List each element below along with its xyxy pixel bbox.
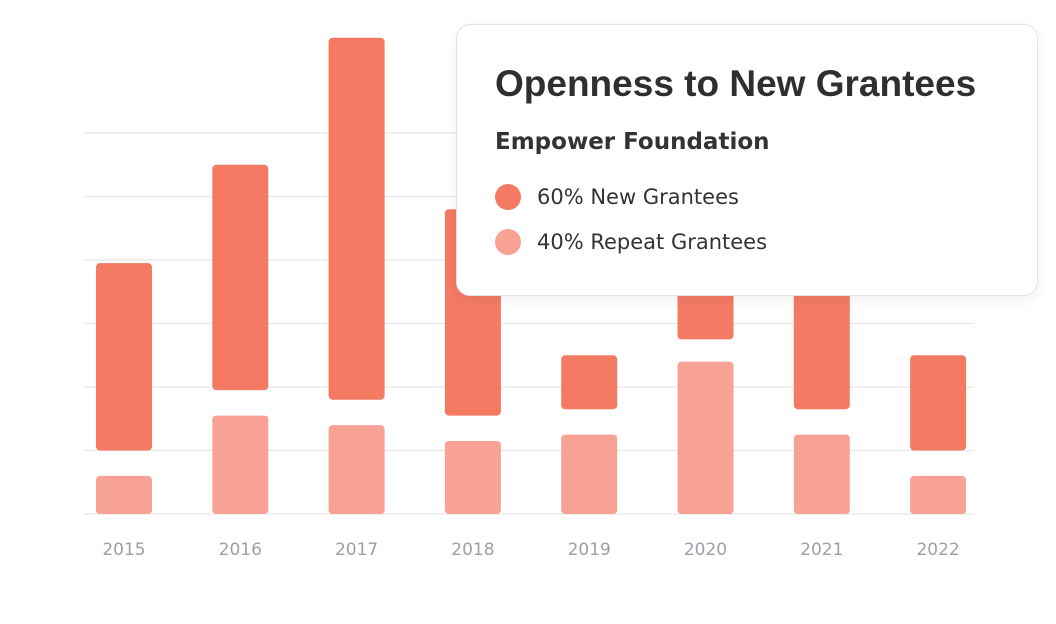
- legend-label-repeat-grantees: 40% Repeat Grantees: [537, 230, 768, 254]
- bar-repeat-grantees-2019[interactable]: [561, 434, 618, 514]
- legend-label-new-grantees: 60% New Grantees: [537, 185, 739, 209]
- x-tick-label: 2015: [102, 540, 145, 560]
- x-tick-label: 2018: [451, 540, 494, 560]
- repeat-grantees-dot-icon: [495, 229, 521, 255]
- bar-repeat-grantees-2021[interactable]: [793, 434, 850, 514]
- x-tick-label: 2020: [684, 540, 727, 560]
- tooltip-title: Openness to New Grantees: [495, 63, 977, 104]
- bar-repeat-grantees-2017[interactable]: [328, 425, 385, 514]
- new-grantees-dot-icon: [495, 184, 521, 210]
- legend-item-new-grantees: 60% New Grantees: [495, 184, 739, 210]
- legend-item-repeat-grantees: 40% Repeat Grantees: [495, 229, 767, 255]
- x-tick-label: 2019: [568, 540, 611, 560]
- bar-new-grantees-2019[interactable]: [561, 355, 618, 410]
- bar-new-grantees-2022[interactable]: [910, 355, 967, 451]
- tooltip-card: Openness to New Grantees Empower Foundat…: [456, 24, 1038, 296]
- x-tick-label: 2017: [335, 540, 378, 560]
- x-axis-ticks: 2015 2016 2017 2018 2019 2020 2021 2022: [102, 540, 959, 560]
- bar-repeat-grantees-2020[interactable]: [677, 361, 734, 514]
- x-tick-label: 2021: [800, 540, 843, 560]
- bar-new-grantees-2017[interactable]: [328, 37, 385, 400]
- bar-new-grantees-2016[interactable]: [212, 164, 269, 391]
- bar-repeat-grantees-2022[interactable]: [910, 475, 967, 514]
- bar-repeat-grantees-2018[interactable]: [444, 440, 501, 514]
- x-tick-label: 2022: [916, 540, 959, 560]
- bar-repeat-grantees-2016[interactable]: [212, 415, 269, 514]
- bar-repeat-grantees-2015[interactable]: [96, 475, 152, 514]
- tooltip-subtitle: Empower Foundation: [495, 129, 770, 155]
- x-tick-label: 2016: [219, 540, 262, 560]
- bar-new-grantees-2015[interactable]: [96, 263, 152, 451]
